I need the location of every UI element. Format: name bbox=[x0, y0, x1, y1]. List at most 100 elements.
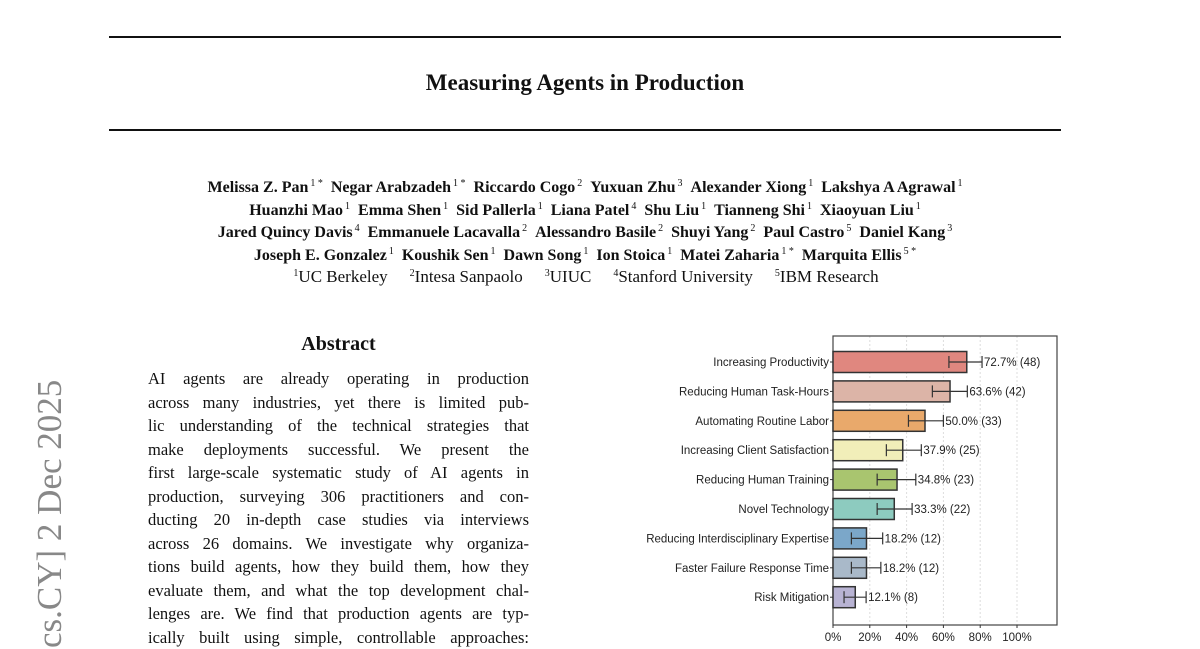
abstract-line: lenges are. We find that production agen… bbox=[148, 602, 529, 626]
author-affiliation-mark: 1 bbox=[491, 246, 496, 257]
affiliation-name: UIUC bbox=[550, 267, 592, 286]
data-label: 37.9% (25) bbox=[923, 445, 979, 457]
author-affiliation-mark: 5 bbox=[846, 223, 851, 234]
x-tick-label: 60% bbox=[932, 632, 955, 644]
author-name: Negar Arabzadeh bbox=[331, 179, 451, 196]
author-name: Huanzhi Mao bbox=[249, 202, 343, 219]
author-affiliation-mark: 2 bbox=[522, 223, 527, 234]
author-name: Yuxuan Zhu bbox=[590, 179, 675, 196]
author-name: Emma Shen bbox=[358, 202, 441, 219]
author-affiliation-mark: 2 bbox=[750, 223, 755, 234]
author-affiliation-mark: 1 bbox=[538, 201, 543, 212]
author-name: Liana Patel bbox=[551, 202, 630, 219]
author-affiliation-mark: 1 bbox=[345, 201, 350, 212]
data-label: 72.7% (48) bbox=[984, 357, 1040, 369]
author-name: Alexander Xiong bbox=[691, 179, 807, 196]
abstract-line: evaluate them, and what the top developm… bbox=[148, 579, 529, 603]
author-name: Melissa Z. Pan bbox=[207, 179, 308, 196]
author-name: Alessandro Basile bbox=[535, 224, 656, 241]
category-label: Reducing Interdisciplinary Expertise bbox=[646, 533, 829, 545]
author-name: Shu Liu bbox=[644, 202, 699, 219]
category-label: Risk Mitigation bbox=[754, 592, 829, 604]
data-label: 33.3% (22) bbox=[914, 504, 970, 516]
affiliation: 3UIUC bbox=[543, 267, 592, 286]
author-name: Shuyi Yang bbox=[671, 224, 748, 241]
author-name: Tianneng Shi bbox=[714, 202, 805, 219]
author-affiliation-mark: 1 bbox=[583, 246, 588, 257]
author-name: Emmanuele Lacavalla bbox=[368, 224, 520, 241]
author-affiliation-mark: 1 bbox=[807, 201, 812, 212]
author-affiliation-mark: 1 * bbox=[781, 246, 794, 257]
author-name: Lakshya A Agrawal bbox=[821, 179, 955, 196]
data-label: 34.8% (23) bbox=[918, 475, 974, 487]
data-label: 18.2% (12) bbox=[883, 563, 939, 575]
author-name: Jared Quincy Davis bbox=[218, 224, 353, 241]
author-name: Paul Castro bbox=[763, 224, 844, 241]
author-name: Dawn Song bbox=[504, 247, 582, 264]
affiliation-name: UC Berkeley bbox=[298, 267, 387, 286]
top-rule bbox=[109, 36, 1061, 38]
arxiv-stamp: cs.CY] 2 Dec 2025 bbox=[30, 380, 70, 648]
category-label: Novel Technology bbox=[738, 504, 829, 516]
abstract-line: first large-scale systematic study of AI… bbox=[148, 461, 529, 485]
bar bbox=[833, 352, 967, 373]
author-affiliation-mark: 1 bbox=[916, 201, 921, 212]
author-name: Marquita Ellis bbox=[802, 247, 902, 264]
author-affiliation-mark: 3 bbox=[947, 223, 952, 234]
affiliation-name: Intesa Sanpaolo bbox=[415, 267, 523, 286]
abstract-line: make deployments successful. We present … bbox=[148, 438, 529, 462]
data-label: 12.1% (8) bbox=[868, 592, 918, 604]
author-affiliation-mark: 3 bbox=[678, 178, 683, 189]
author-affiliation-mark: 2 bbox=[577, 178, 582, 189]
author-name: Ion Stoica bbox=[596, 247, 665, 264]
category-label: Automating Routine Labor bbox=[695, 416, 829, 428]
category-label: Reducing Human Training bbox=[696, 475, 829, 487]
author-affiliation-mark: 4 bbox=[631, 201, 636, 212]
author-affiliation-mark: 1 * bbox=[310, 178, 323, 189]
data-label: 63.6% (42) bbox=[969, 386, 1025, 398]
category-label: Reducing Human Task-Hours bbox=[679, 386, 829, 398]
affiliation: 4Stanford University bbox=[611, 267, 753, 286]
abstract-body: AI agents are already operating in produ… bbox=[148, 367, 529, 649]
abstract-line: ducting 20 in-depth case studies via int… bbox=[148, 508, 529, 532]
author-affiliation-mark: 2 bbox=[658, 223, 663, 234]
abstract-line: ically built using simple, controllable … bbox=[148, 626, 529, 649]
data-label: 18.2% (12) bbox=[885, 533, 941, 545]
x-tick-label: 40% bbox=[895, 632, 918, 644]
author-name: Koushik Sen bbox=[402, 247, 489, 264]
abstract-line: across 26 domains. We investigate why or… bbox=[148, 532, 529, 556]
category-label: Faster Failure Response Time bbox=[675, 563, 829, 575]
author-name: Daniel Kang bbox=[859, 224, 945, 241]
author-name: Xiaoyuan Liu bbox=[820, 202, 914, 219]
category-label: Increasing Client Satisfaction bbox=[681, 445, 829, 457]
x-tick-label: 0% bbox=[825, 632, 842, 644]
affiliation: 1UC Berkeley bbox=[291, 267, 387, 286]
author-name: Sid Pallerla bbox=[456, 202, 536, 219]
affiliation: 5IBM Research bbox=[773, 267, 879, 286]
